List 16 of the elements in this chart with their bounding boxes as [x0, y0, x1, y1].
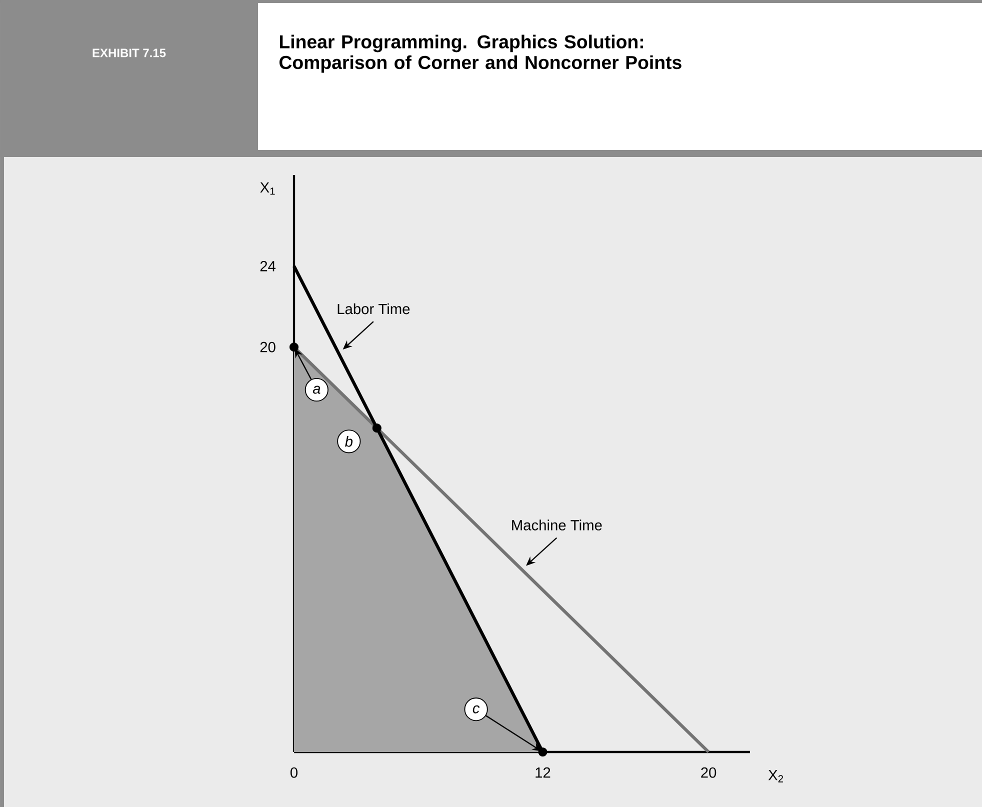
y-axis-title: X$_{1}$ — [260, 182, 275, 195]
chart-title: Linear Programming. Graphics Solution: Comparison of Corner and Noncorner Points — [279, 34, 682, 73]
series-label: Machine Time — [512, 520, 602, 530]
x-tick-label: 12 — [536, 767, 550, 778]
annotation: b — [345, 436, 353, 447]
x-axis-title: X$_{2}$ — [768, 770, 784, 782]
point — [372, 424, 382, 433]
point — [538, 747, 548, 757]
x-tick-label: 20 — [701, 767, 716, 778]
annotation: a — [312, 386, 320, 394]
x-tick-label: 0 — [290, 767, 298, 778]
text: EXHIBIT 7.15 — [92, 48, 166, 58]
annotation: c — [472, 705, 480, 714]
series-label: Labor Time — [338, 303, 410, 314]
point — [289, 342, 299, 352]
y-tick-label: 24 — [260, 261, 276, 272]
